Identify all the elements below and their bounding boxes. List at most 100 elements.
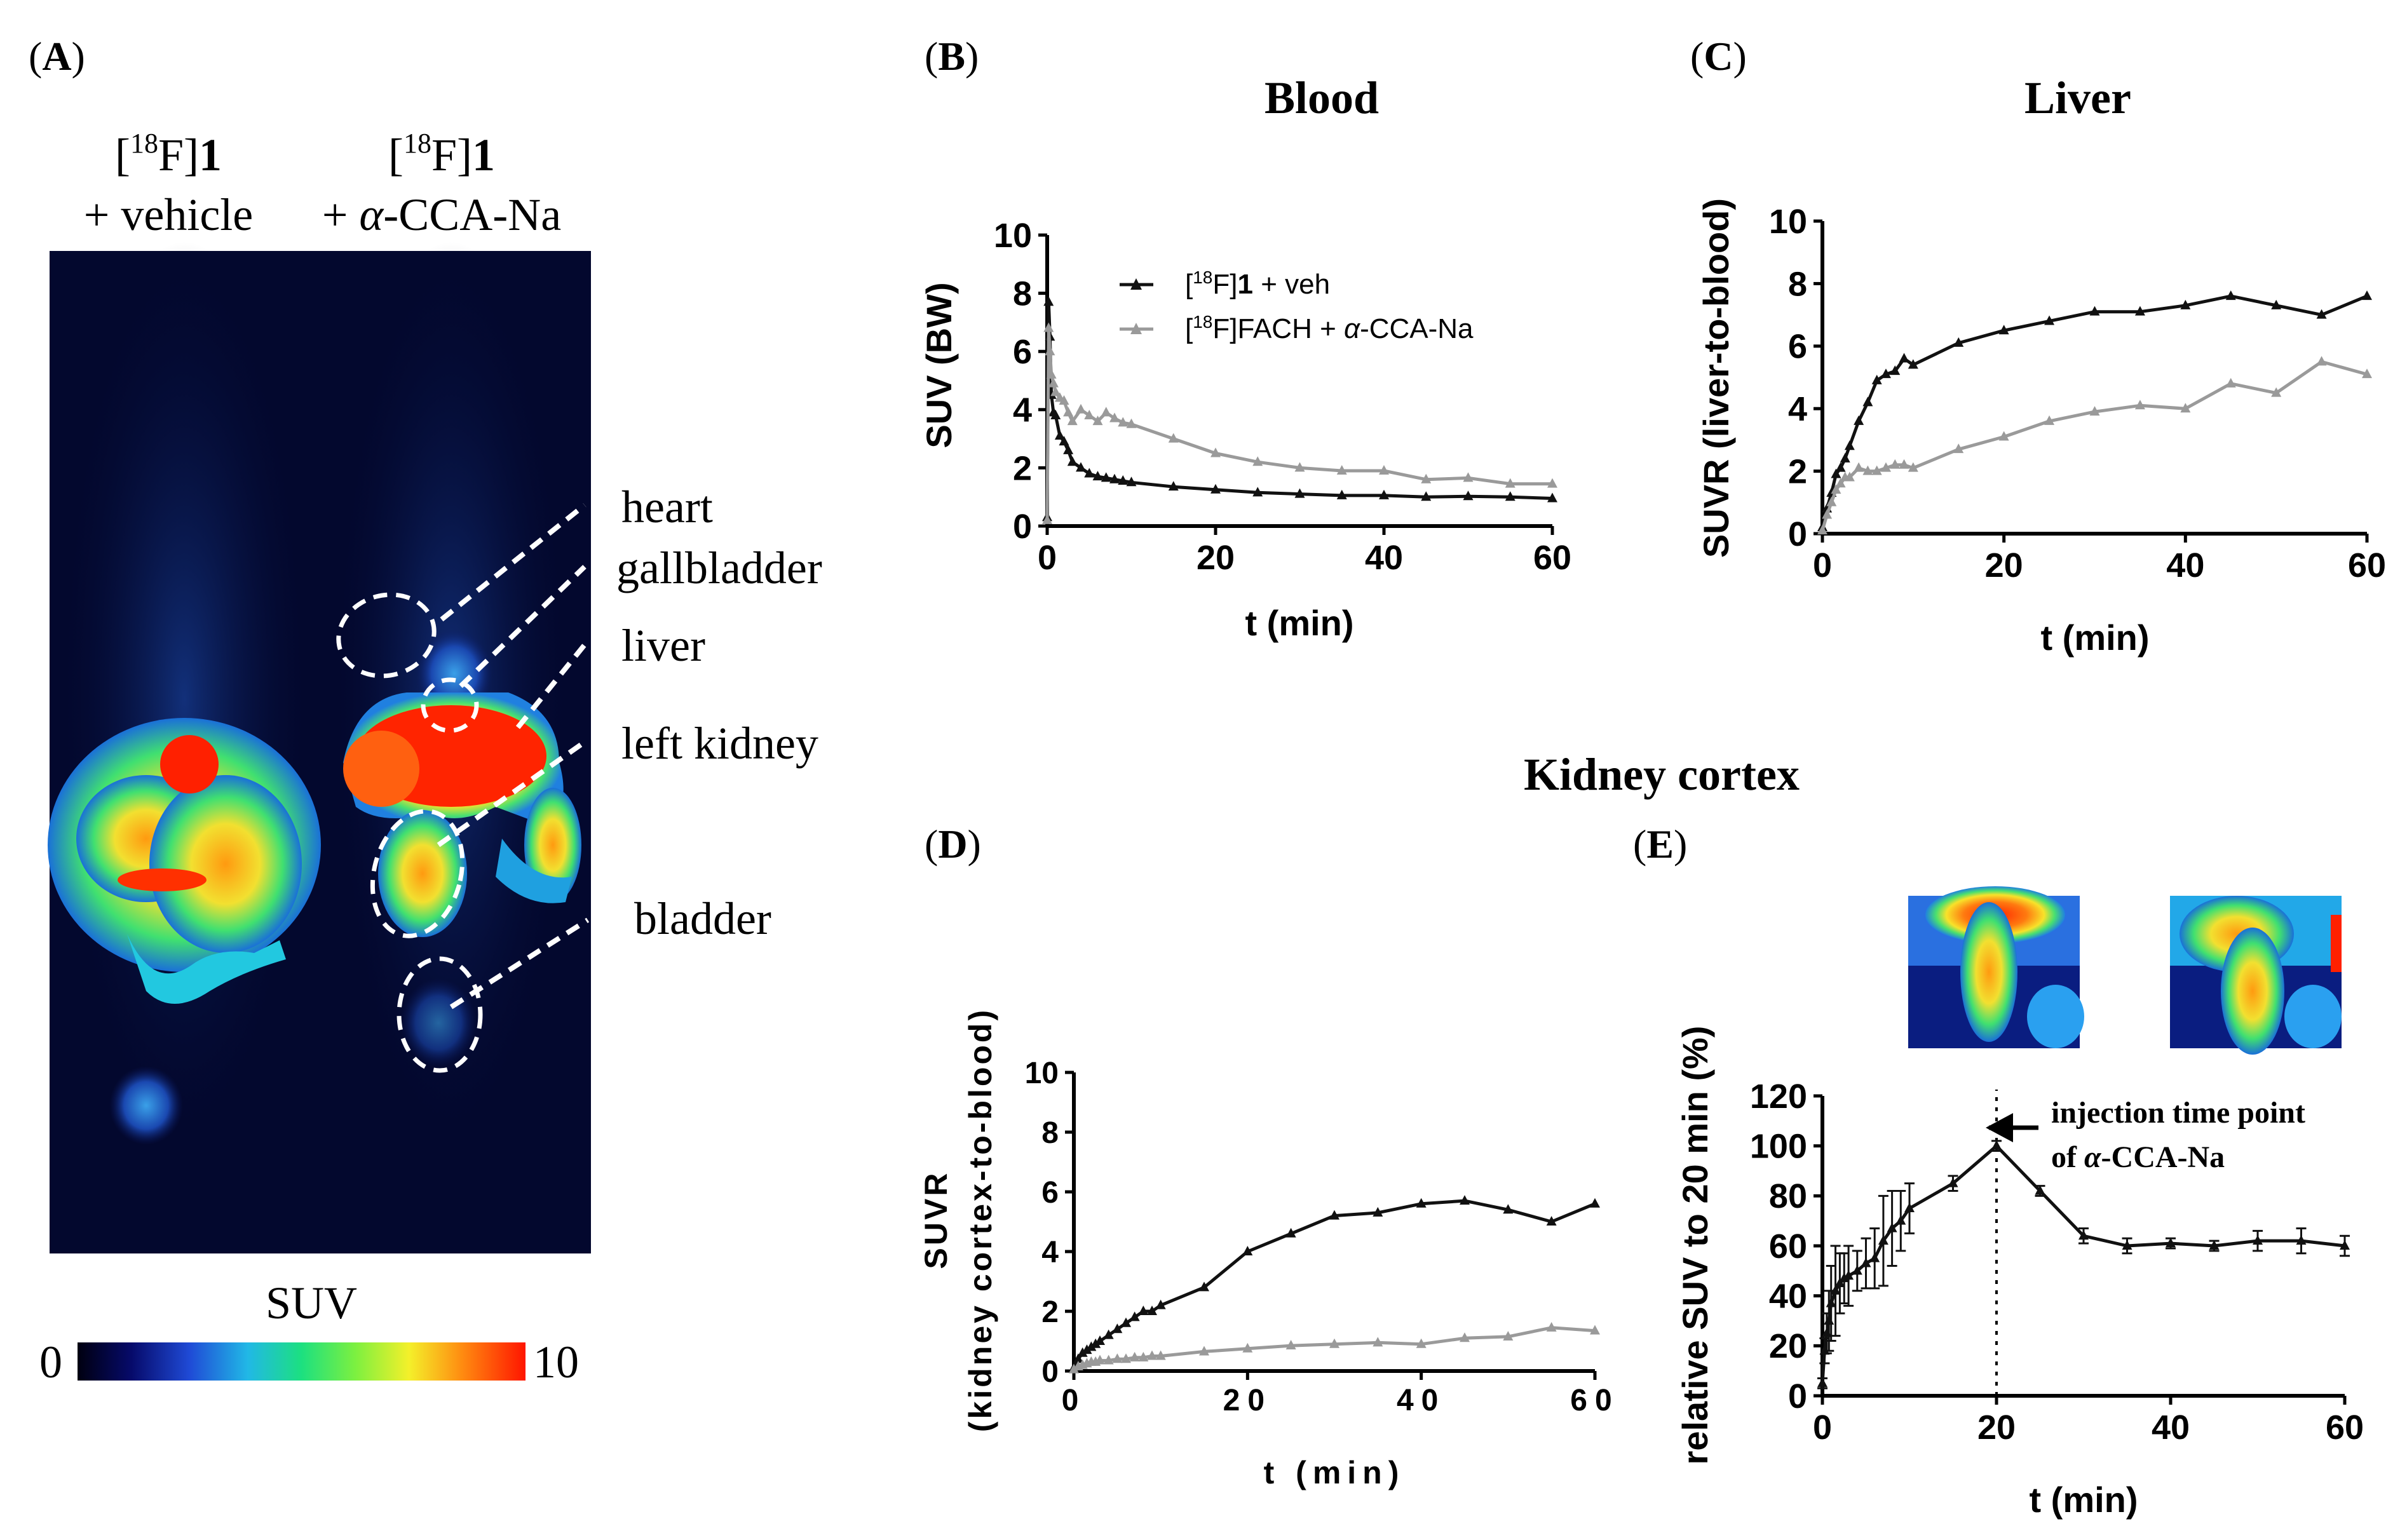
chart-e-series-line-0 bbox=[1821, 1144, 2345, 1384]
chart-d-x-tick-label: 0 bbox=[1062, 1384, 1087, 1417]
chart-c-y-tick-label: 2 bbox=[1788, 453, 1807, 491]
chart-c-data-point bbox=[1840, 452, 1850, 463]
chart-e-data-point bbox=[2209, 1240, 2220, 1250]
chart-e-data-point bbox=[1817, 1377, 1827, 1388]
chart-b-data-point bbox=[1421, 491, 1432, 501]
chart-e-data-point bbox=[1852, 1265, 1862, 1275]
chart-d-data-point bbox=[1155, 1350, 1166, 1360]
chart-e-data-point bbox=[1826, 1297, 1836, 1307]
chart-d-data-point bbox=[1460, 1332, 1470, 1342]
chart-d-data-point bbox=[1546, 1321, 1557, 1332]
chart-b-data-point bbox=[1042, 514, 1052, 524]
chart-d-y-label-line1: SUVR bbox=[918, 1171, 954, 1269]
chart-b-data-point bbox=[1118, 417, 1129, 427]
label-cca-tracer: [18F]1 bbox=[388, 128, 495, 180]
chart-e-data-point bbox=[1895, 1215, 1906, 1225]
chart-c-data-point bbox=[1835, 462, 1846, 472]
chart-b-data-point bbox=[1547, 492, 1557, 503]
label-vehicle-tracer: [18F]1 bbox=[115, 128, 222, 180]
chart-d-data-point bbox=[1138, 1306, 1149, 1315]
chart-d-y-tick-label: 2 bbox=[1041, 1295, 1059, 1329]
chart-c-data-point bbox=[1998, 431, 2009, 441]
chart-e-data-point bbox=[2035, 1185, 2045, 1195]
chart-d-x-tick-label: 40 bbox=[1397, 1384, 1446, 1417]
injection-annotation-line2: of α-CCA-Na bbox=[2051, 1140, 2225, 1174]
chart-b-y-tick-label: 0 bbox=[1013, 508, 1032, 546]
chart-b-data-point bbox=[1168, 433, 1179, 443]
chart-b-data-point bbox=[1084, 468, 1095, 478]
panel-e: (E) 0 20 40 60 0 20 40 60 80 100 120 t (min) relativ… bbox=[1633, 821, 2364, 1520]
chart-d-data-point bbox=[1147, 1350, 1157, 1360]
chart-d-data-point bbox=[1112, 1353, 1123, 1363]
chart-b-data-point bbox=[1168, 481, 1179, 491]
chart-b-y-label: SUV (BW) bbox=[919, 282, 959, 448]
chart-b-data-point bbox=[1336, 489, 1347, 499]
chart-c-data-point bbox=[1844, 440, 1855, 450]
chart-c-data-point bbox=[2316, 309, 2327, 319]
chart-c-data-point bbox=[2044, 415, 2055, 425]
chart-c-data-point bbox=[2089, 306, 2100, 316]
chart-d-data-point bbox=[1121, 1317, 1131, 1327]
chart-c-data-point bbox=[2271, 387, 2282, 397]
injection-arrow-head bbox=[1986, 1113, 2013, 1142]
panel-b-letter: (B) bbox=[925, 34, 979, 79]
chart-b-data-point bbox=[1463, 490, 1474, 501]
chart-b-data-point bbox=[1059, 395, 1069, 405]
panel-c-title: Liver bbox=[2024, 72, 2131, 123]
chart-b-x-tick-label: 20 bbox=[1197, 539, 1235, 577]
chart-e-y-tick-label: 20 bbox=[1769, 1327, 1807, 1365]
chart-d-data-point bbox=[1086, 1341, 1097, 1351]
chart-b-data-point bbox=[1067, 415, 1078, 426]
organ-label-heart: heart bbox=[621, 482, 713, 532]
panel-c-letter: (C) bbox=[1690, 34, 1747, 79]
organ-label-bladder: bladder bbox=[634, 893, 771, 944]
chart-d-y-tick-label: 0 bbox=[1041, 1355, 1059, 1389]
chart-c-data-point bbox=[1890, 365, 1901, 375]
chart-e-data-point bbox=[1948, 1177, 1958, 1187]
chart-d-data-point bbox=[1121, 1353, 1131, 1363]
chart-d-data-point bbox=[1460, 1195, 1470, 1205]
chart-b-data-point bbox=[1126, 418, 1137, 428]
legend-label-cca: [18F]FACH + α-CCA-Na bbox=[1185, 312, 1474, 344]
chart-e-y-tick-label: 120 bbox=[1750, 1077, 1807, 1116]
panel-c: (C) Liver 0 20 40 60 0 2 4 6 8 10 t (min) SUVR (liv… bbox=[1690, 34, 2386, 658]
chart-d-data-point bbox=[1373, 1337, 1383, 1347]
colorbar-min: 0 bbox=[39, 1337, 62, 1388]
chart-d-data-point bbox=[1242, 1342, 1253, 1353]
panel-e-letter: (E) bbox=[1633, 821, 1687, 867]
chart-d-data-point bbox=[1329, 1338, 1339, 1348]
chart-c-data-point bbox=[2180, 299, 2191, 309]
chart-d-data-point bbox=[1081, 1344, 1092, 1354]
chart-b-data-point bbox=[1043, 296, 1054, 306]
chart-b-data-point bbox=[1092, 415, 1103, 426]
chart-c-data-point bbox=[2134, 306, 2145, 316]
chart-e-y-tick-label: 100 bbox=[1750, 1128, 1807, 1166]
chart-c-data-point bbox=[1899, 353, 1909, 363]
chart-d-data-point bbox=[1138, 1351, 1149, 1361]
chart-b-data-point bbox=[1379, 464, 1389, 475]
chart-b-data-point bbox=[1336, 464, 1347, 475]
chart-b-data-point bbox=[1252, 487, 1263, 497]
chart-e-data-point bbox=[1869, 1252, 1880, 1262]
chart-c-data-point bbox=[1862, 396, 1873, 407]
injection-annotation-line1: injection time point bbox=[2051, 1096, 2305, 1130]
chart-c-data-point bbox=[1871, 374, 1882, 384]
chart-d-data-point bbox=[1590, 1198, 1600, 1208]
colorbar bbox=[78, 1342, 525, 1381]
chart-e-y-tick-label: 60 bbox=[1769, 1227, 1807, 1266]
chart-c-data-point bbox=[2316, 356, 2327, 366]
panel-d-letter: (D) bbox=[925, 821, 981, 867]
chart-d-data-point bbox=[1103, 1329, 1114, 1339]
chart-c-data-point bbox=[1890, 459, 1901, 469]
chart-b-data-point bbox=[1505, 491, 1515, 501]
chart-b-y-tick-label: 10 bbox=[994, 217, 1032, 255]
chart-b-data-point bbox=[1084, 409, 1095, 419]
chart-c-data-point bbox=[2089, 406, 2100, 416]
chart-d-y-tick-label: 4 bbox=[1041, 1236, 1059, 1269]
chart-e: 0 20 40 60 0 20 40 60 80 100 120 t (min) relative SU… bbox=[1675, 1026, 2364, 1520]
chart-d-data-point bbox=[1416, 1338, 1427, 1348]
chart-c-x-tick-label: 20 bbox=[1985, 546, 2023, 584]
chart-b: 0 20 40 60 0 2 4 6 8 10 t (min) SUV (BW) bbox=[919, 217, 1571, 643]
chart-c-data-point bbox=[1953, 337, 1964, 347]
chart-e-data-point bbox=[1904, 1203, 1915, 1212]
